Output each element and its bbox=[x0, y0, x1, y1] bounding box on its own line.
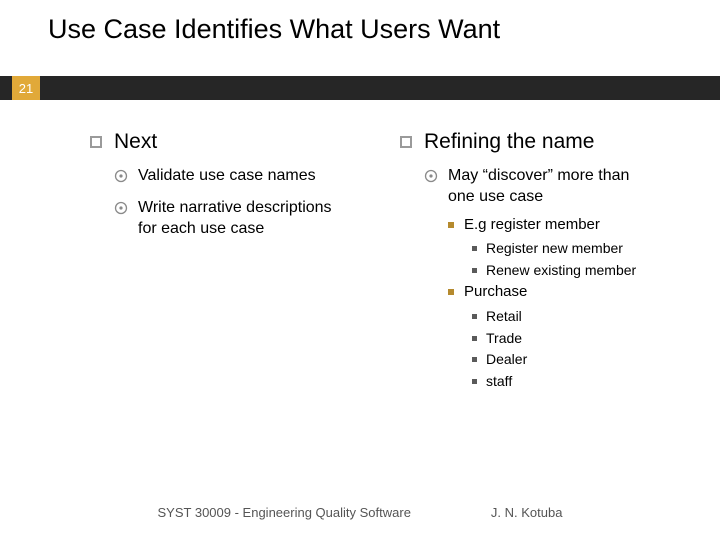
tiny-square-bullet-icon bbox=[472, 246, 477, 251]
item-text: staff bbox=[486, 373, 512, 391]
left-heading-text: Next bbox=[114, 130, 157, 154]
tiny-square-bullet-icon bbox=[472, 314, 477, 319]
tiny-square-bullet-icon bbox=[472, 379, 477, 384]
list-item: E.g register member bbox=[448, 216, 660, 235]
item-text: May “discover” more than one use case bbox=[448, 166, 660, 208]
tiny-square-bullet-icon bbox=[472, 336, 477, 341]
list-item: Dealer bbox=[472, 351, 660, 369]
item-text: Register new member bbox=[486, 240, 623, 258]
slide: Use Case Identifies What Users Want 21 N… bbox=[0, 0, 720, 540]
right-column: Refining the name May “discover” more th… bbox=[360, 130, 720, 394]
item-text: Write narrative descriptions for each us… bbox=[138, 198, 340, 240]
title-stripe bbox=[0, 76, 720, 100]
left-heading-item: Next bbox=[90, 130, 340, 154]
small-square-bullet-icon bbox=[448, 222, 454, 228]
item-text: Trade bbox=[486, 330, 522, 348]
item-text: Validate use case names bbox=[138, 166, 316, 187]
footer-author: J. N. Kotuba bbox=[491, 505, 563, 520]
item-text: Purchase bbox=[464, 283, 527, 302]
item-text: E.g register member bbox=[464, 216, 600, 235]
list-item: Write narrative descriptions for each us… bbox=[114, 198, 340, 240]
item-text: Retail bbox=[486, 308, 522, 326]
tiny-square-bullet-icon bbox=[472, 268, 477, 273]
list-item: Retail bbox=[472, 308, 660, 326]
right-heading-item: Refining the name bbox=[400, 130, 660, 154]
right-heading-text: Refining the name bbox=[424, 130, 594, 154]
list-item: Renew existing member bbox=[472, 262, 660, 280]
list-item: Trade bbox=[472, 330, 660, 348]
page-number-box: 21 bbox=[12, 76, 40, 100]
item-text: Renew existing member bbox=[486, 262, 636, 280]
small-square-bullet-icon bbox=[448, 289, 454, 295]
item-text: Dealer bbox=[486, 351, 527, 369]
footer-course: SYST 30009 - Engineering Quality Softwar… bbox=[158, 505, 411, 520]
target-bullet-icon bbox=[114, 201, 128, 222]
list-item: Register new member bbox=[472, 240, 660, 258]
body-columns: Next Validate use case names Write narra… bbox=[0, 130, 720, 394]
footer: SYST 30009 - Engineering Quality Softwar… bbox=[0, 505, 720, 520]
target-bullet-icon bbox=[114, 169, 128, 190]
slide-title: Use Case Identifies What Users Want bbox=[0, 0, 720, 45]
list-item: Purchase bbox=[448, 283, 660, 302]
target-bullet-icon bbox=[424, 169, 438, 190]
left-column: Next Validate use case names Write narra… bbox=[0, 130, 360, 394]
list-item: staff bbox=[472, 373, 660, 391]
list-item: May “discover” more than one use case bbox=[424, 166, 660, 208]
square-bullet-icon bbox=[400, 136, 412, 148]
square-bullet-icon bbox=[90, 136, 102, 148]
list-item: Validate use case names bbox=[114, 166, 340, 190]
tiny-square-bullet-icon bbox=[472, 357, 477, 362]
